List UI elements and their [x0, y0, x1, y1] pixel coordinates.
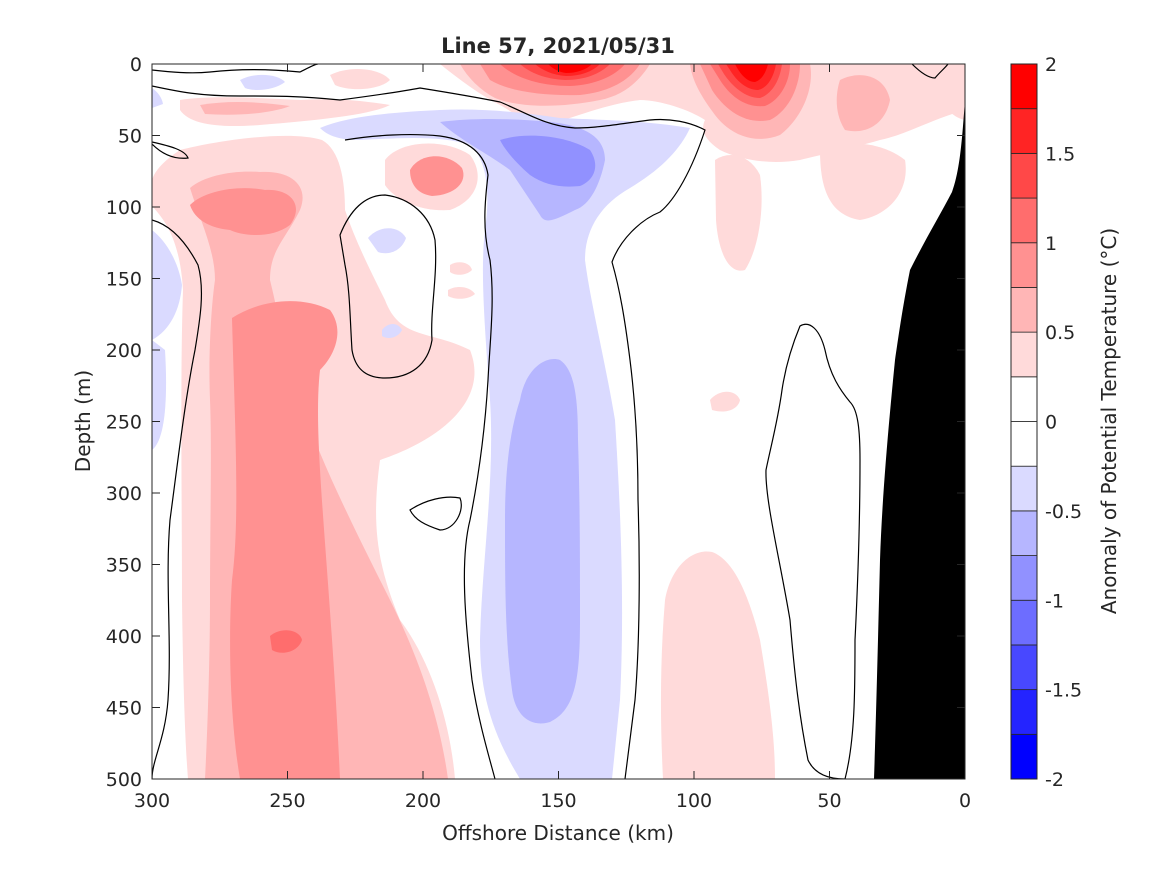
cold-band--0.5: [505, 359, 580, 724]
colorbar-tick-label: 0.5: [1045, 322, 1075, 344]
cold-band--0.75: [500, 135, 596, 187]
x-tick-label: 300: [134, 790, 170, 812]
nearshore-warm-band-0.25: [710, 391, 740, 412]
contour-fills: [152, 64, 965, 779]
colorbar-swatch: [1010, 510, 1038, 556]
colorbar-swatch: [1010, 689, 1038, 735]
colorbar-label: Anomaly of Potential Temperature (°C): [1097, 228, 1121, 614]
y-tick-label: 400: [106, 626, 142, 648]
x-tick-label: 0: [959, 790, 971, 812]
x-tick-label: 200: [405, 790, 441, 812]
colorbar-swatch: [1010, 421, 1038, 467]
colorbar-tick-label: -1.5: [1045, 680, 1082, 702]
colorbar-swatch: [1010, 644, 1038, 691]
cold-band--0.25: [152, 340, 167, 450]
y-tick-label: 100: [106, 197, 142, 219]
x-tick-label: 100: [676, 790, 712, 812]
colorbar-swatch: [1010, 108, 1038, 154]
y-tick-label: 150: [106, 269, 142, 291]
x-tick-label: 50: [817, 790, 841, 812]
nearshore-warm-band-0.25: [938, 72, 965, 120]
colorbar-swatch: [1010, 242, 1038, 288]
warm-band-1.0: [270, 630, 302, 653]
y-tick-label: 250: [106, 412, 142, 434]
y-tick-label: 50: [118, 126, 142, 148]
cold-band--0.25: [240, 74, 285, 90]
nearshore-warm-band-0.25: [448, 286, 475, 299]
y-axis: 0 50 100 150 200 250 300 350 400 450 500: [106, 54, 965, 791]
colorbar: 2 1.5 1 0.5 0 -0.5 -1 -1.5 -2: [1010, 54, 1082, 791]
y-tick-label: 450: [106, 698, 142, 720]
colorbar-swatch: [1010, 733, 1038, 780]
x-tick-label: 150: [540, 790, 576, 812]
cold-band--0.25: [368, 228, 406, 254]
land-mask: [874, 100, 965, 779]
y-tick-label: 350: [106, 555, 142, 577]
colorbar-tick-label: -2: [1045, 769, 1064, 791]
warm-band-0.75: [410, 156, 464, 196]
colorbar-tick-label: 1: [1045, 233, 1057, 255]
colorbar-swatch: [1010, 599, 1038, 646]
colorbar-swatch: [1010, 376, 1038, 422]
colorbar-tick-label: -0.5: [1045, 501, 1082, 523]
colorbar-tick-label: 1.5: [1045, 143, 1075, 165]
x-axis-label: Offshore Distance (km): [442, 821, 674, 845]
colorbar-swatch: [1010, 465, 1038, 512]
surface-warm-band-0.25: [715, 155, 762, 271]
nearshore-warm-band-0.25: [660, 551, 775, 779]
warm-band-0.25-top: [330, 68, 390, 90]
warm-band-0.5-top: [200, 102, 290, 115]
x-axis: 300 250 200 150 100 50 0: [134, 64, 971, 812]
plot-area: [151, 63, 966, 780]
nearshore-warm-band-0.25: [450, 262, 472, 275]
cold-band--0.25: [152, 230, 182, 340]
warm-band-0.75: [190, 188, 296, 235]
colorbar-swatch: [1010, 152, 1038, 199]
warm-band-0.75: [230, 301, 340, 779]
surface-warm-band-1.75: [735, 64, 768, 82]
chart-title: Line 57, 2021/05/31: [441, 34, 675, 58]
y-tick-label: 0: [130, 54, 142, 76]
colorbar-swatch: [1010, 331, 1038, 378]
y-tick-label: 300: [106, 483, 142, 505]
surface-warm-band-0.5: [836, 75, 890, 132]
y-axis-label: Depth (m): [71, 370, 95, 472]
colorbar-swatch: [1010, 287, 1038, 333]
colorbar-frame: [1010, 63, 1038, 780]
y-tick-label: 200: [106, 340, 142, 362]
colorbar-swatch: [1010, 555, 1038, 601]
surface-warm-band-0.25: [820, 143, 906, 220]
colorbar-tick-label: -1: [1045, 590, 1064, 612]
cold-band--0.25: [320, 109, 690, 779]
cold-band--0.25: [382, 324, 402, 338]
x-tick-label: 250: [269, 790, 305, 812]
colorbar-swatch: [1010, 197, 1038, 244]
colorbar-swatch: [1010, 63, 1038, 110]
cold-band--0.25: [152, 88, 163, 108]
colorbar-tick-label: 2: [1045, 54, 1057, 76]
colorbar-tick-label: 0: [1045, 412, 1057, 434]
y-tick-label: 500: [106, 769, 142, 791]
